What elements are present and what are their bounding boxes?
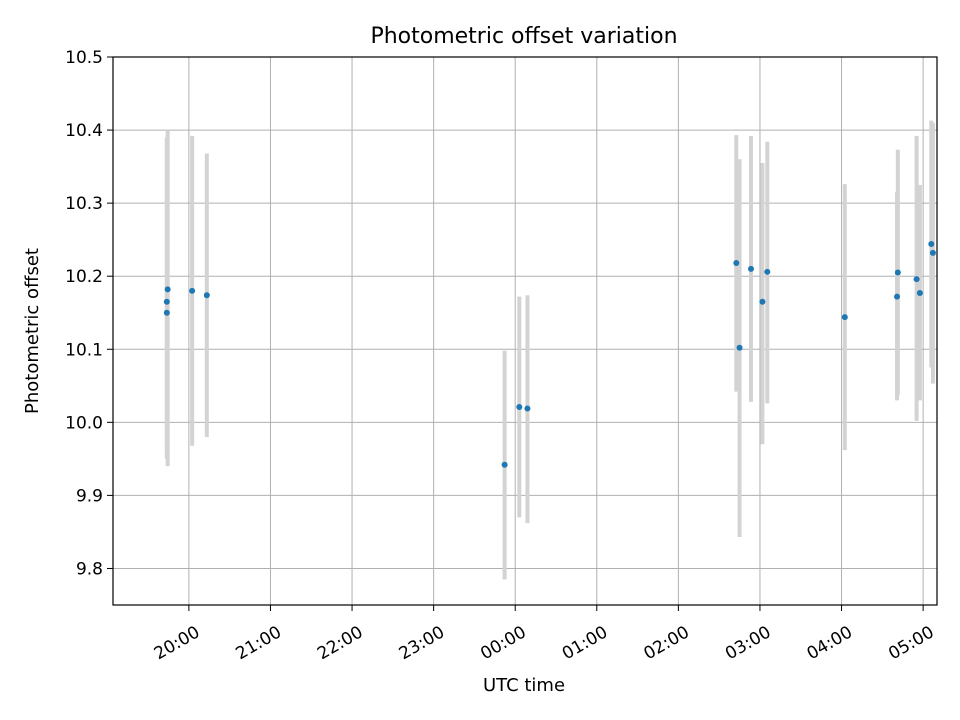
y-tick-label: 10.2 [65, 267, 103, 287]
y-tick-label: 9.8 [76, 559, 103, 579]
data-point [501, 461, 508, 468]
data-points [163, 241, 936, 468]
chart-title: Photometric offset variation [370, 24, 677, 49]
y-axis-ticks: 9.8 9.9 10.0 10.1 10.2 10.3 10.4 10.5 [65, 48, 113, 579]
data-point [894, 269, 901, 276]
x-axis-label: UTC time [483, 675, 565, 696]
data-point [747, 265, 754, 272]
y-tick-label: 10.1 [65, 340, 103, 360]
data-point [929, 249, 936, 256]
data-point [759, 298, 766, 305]
y-tick-label: 9.9 [76, 486, 103, 506]
data-point [163, 298, 170, 305]
data-point [913, 276, 920, 283]
data-point [764, 268, 771, 275]
data-point [916, 290, 923, 297]
y-tick-label: 10.5 [65, 48, 103, 68]
y-tick-label: 10.4 [65, 121, 103, 141]
data-point [189, 287, 196, 294]
y-tick-label: 10.3 [65, 194, 103, 214]
y-tick-label: 10.0 [65, 413, 103, 433]
data-point [736, 344, 743, 351]
y-axis-label: Photometric offset [22, 248, 43, 414]
data-point [733, 260, 740, 267]
data-point [203, 292, 210, 299]
data-point [516, 403, 523, 410]
data-point [928, 241, 935, 248]
data-point [524, 405, 531, 412]
data-point [894, 293, 901, 300]
data-point [164, 286, 171, 293]
plot-frame [112, 56, 938, 606]
data-point [841, 314, 848, 321]
data-point [163, 309, 170, 316]
